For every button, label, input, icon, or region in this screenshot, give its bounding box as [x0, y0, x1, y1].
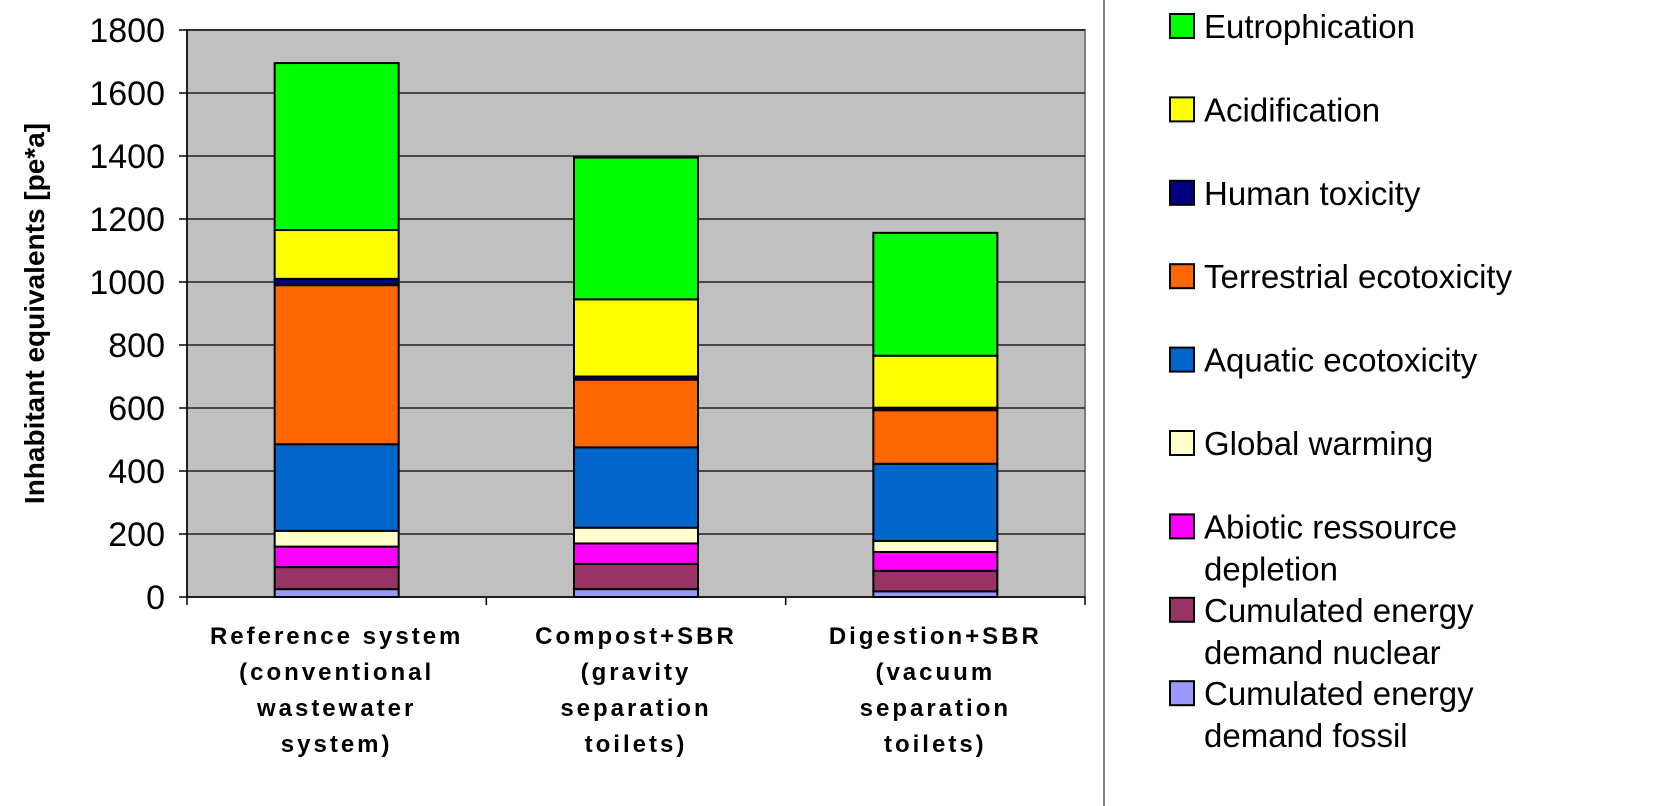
x-category-label: Reference system (conventional wastewater s…	[210, 623, 463, 758]
legend-swatch	[1169, 680, 1195, 707]
y-tick-label: 1000	[89, 264, 165, 302]
legend-swatch	[1169, 346, 1195, 373]
legend-swatch	[1169, 430, 1195, 456]
y-tick-label: 0	[146, 579, 165, 617]
y-tick-label: 800	[108, 327, 165, 365]
bar-segment	[573, 588, 699, 598]
y-tick-label: 600	[108, 390, 165, 428]
bar-segment	[273, 229, 400, 280]
legend-label: Terrestrial ecotoxicity	[1204, 258, 1513, 295]
bar-segment	[273, 284, 400, 446]
bar-segment	[872, 462, 999, 542]
bar-segment	[573, 156, 699, 301]
legend-label: Cumulated energy demand fossil	[1204, 675, 1474, 754]
bar-segment	[273, 62, 400, 232]
bar-segment	[573, 298, 699, 378]
y-axis-title: Inhabitant equivalents [pe*a]	[19, 123, 50, 504]
bar-segment	[573, 562, 699, 591]
legend-label: Abiotic ressource depletion	[1204, 508, 1457, 587]
x-category-label: Digestion+SBR (vacuum separation toilets)	[829, 623, 1042, 758]
bar-segment	[872, 354, 999, 409]
x-category-label: Compost+SBR (gravity separation toilets)	[535, 623, 737, 758]
bar-segment	[872, 539, 999, 553]
bar-segment	[573, 542, 699, 565]
legend: Eutrophication Acidification Human toxicit…	[1103, 0, 1513, 806]
bar-segment	[872, 550, 999, 572]
y-tick-label: 1200	[89, 201, 165, 239]
y-tick-label: 1800	[89, 12, 165, 50]
legend-swatch	[1169, 263, 1195, 290]
legend-swatch	[1169, 13, 1195, 39]
bar-segment	[872, 231, 999, 357]
bar-segment	[872, 569, 999, 593]
legend-label: Aquatic ecotoxicity	[1204, 342, 1478, 379]
y-tick-label: 400	[108, 453, 165, 491]
bar-segment	[872, 409, 999, 465]
y-tick-label: 200	[108, 516, 165, 554]
bar-segment	[573, 526, 699, 545]
legend-label: Global warming	[1204, 425, 1433, 462]
legend-label: Acidification	[1204, 91, 1380, 128]
y-tick-label: 1400	[89, 138, 165, 176]
legend-swatch	[1169, 596, 1195, 623]
y-axis: 0 200 400 600 800 1000 1200 1400 1600 1800 Inhabit…	[19, 12, 188, 617]
bar-segment	[273, 545, 400, 569]
legend-label: Human toxicity	[1204, 175, 1421, 212]
legend-swatch	[1169, 179, 1195, 206]
bar-segment	[573, 446, 699, 529]
bars	[273, 62, 999, 599]
y-tick-label: 1600	[89, 75, 165, 113]
bar-segment	[273, 566, 400, 591]
legend-swatch	[1169, 96, 1195, 123]
legend-label: Cumulated energy demand nuclear	[1204, 592, 1474, 671]
bar-segment	[573, 378, 699, 449]
legend-label: Eutrophication	[1204, 8, 1415, 45]
x-axis: Reference system (conventional wastewater s…	[186, 596, 1086, 758]
legend-swatch	[1169, 513, 1195, 540]
bar-segment	[273, 529, 400, 548]
bar-segment	[273, 588, 400, 598]
bar-segment	[273, 443, 400, 532]
